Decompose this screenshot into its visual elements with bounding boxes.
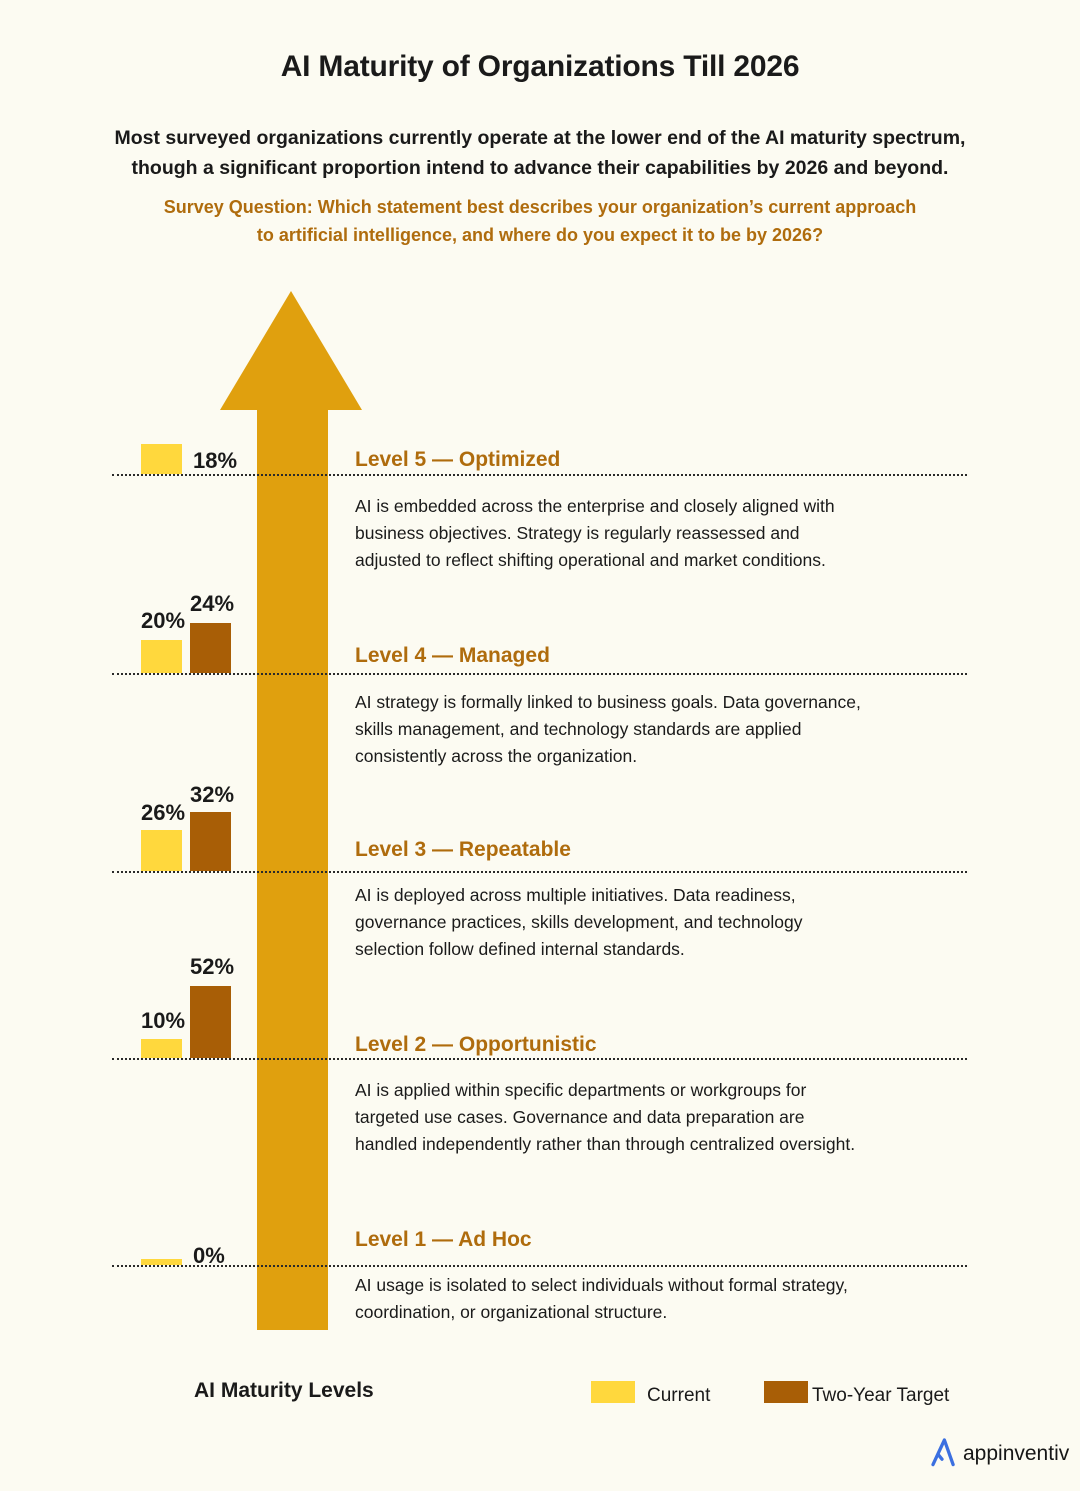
svg-text:appinventiv: appinventiv [963, 1442, 1070, 1465]
